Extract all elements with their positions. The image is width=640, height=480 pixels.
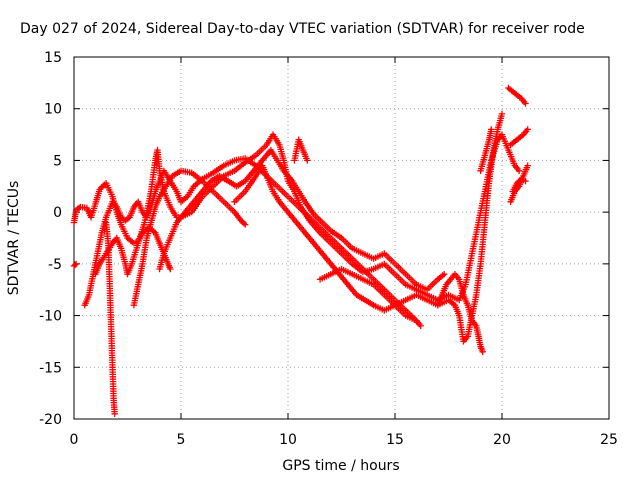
track-markers [434, 271, 486, 355]
y-tick-label: 5 [53, 153, 62, 169]
track-markers [231, 110, 506, 345]
track-markers [130, 167, 249, 309]
track-arc-13 [507, 126, 531, 149]
x-axis-label: GPS time / hours [282, 458, 399, 474]
y-tick-label: -15 [39, 360, 62, 376]
y-tick-label: 10 [44, 102, 62, 118]
track-arc-16 [509, 175, 529, 195]
tick-layer: 0 5 10 15 20 25 -20 -15 -10 -5 0 5 10 15 [39, 50, 618, 448]
track-arc-9 [291, 136, 311, 164]
track-markers [70, 260, 80, 270]
track-markers [70, 180, 174, 273]
y-tick-label: -20 [39, 412, 62, 428]
track-markers [81, 155, 424, 330]
track-arc-8 [231, 110, 506, 345]
y-tick-label: -10 [39, 309, 62, 325]
chart-title: Day 027 of 2024, Sidereal Day-to-day VTE… [20, 21, 585, 37]
track-markers [509, 175, 529, 195]
track-arc-10 [316, 265, 420, 324]
x-tick-label: 15 [386, 432, 404, 448]
track-markers [316, 265, 420, 324]
track-markers [477, 126, 495, 174]
track-arc-7 [156, 146, 448, 293]
track-arc-14 [505, 84, 529, 107]
x-tick-label: 0 [70, 432, 79, 448]
track-arc-1 [70, 180, 174, 273]
x-tick-label: 25 [600, 432, 618, 448]
y-tick-label: 15 [44, 50, 62, 66]
x-tick-label: 10 [279, 432, 297, 448]
data-layer [70, 84, 531, 417]
track-arc-2 [70, 260, 80, 270]
track-arc-12 [477, 126, 495, 174]
track-arc-11 [434, 271, 486, 355]
plot-frame [73, 56, 610, 420]
track-arc-4 [81, 155, 424, 330]
x-tick-label: 5 [177, 432, 186, 448]
track-markers [156, 146, 448, 293]
track-markers [505, 84, 529, 107]
track-markers [507, 126, 531, 149]
track-markers [291, 136, 311, 164]
y-axis-label: SDTVAR / TECUs [6, 181, 22, 296]
y-tick-label: -5 [48, 257, 62, 273]
y-tick-label: 0 [53, 205, 62, 221]
x-tick-label: 20 [493, 432, 511, 448]
track-arc-6 [130, 167, 249, 309]
